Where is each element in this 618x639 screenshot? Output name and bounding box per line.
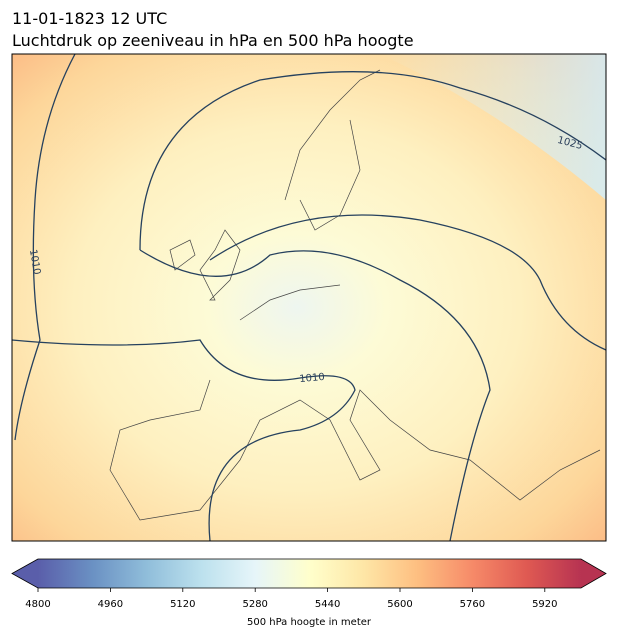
isobar xyxy=(12,339,356,541)
colorbar-tick-label: 4960 xyxy=(98,599,123,610)
isobar xyxy=(209,214,606,351)
colorbar-extend-high xyxy=(581,559,606,588)
map-frame xyxy=(11,53,607,542)
colorbar-tick-label: 5760 xyxy=(460,599,485,610)
colorbar-tick-label: 5120 xyxy=(170,599,195,610)
colorbar-label: 500 hPa hoogte in meter xyxy=(247,617,372,628)
colorbar-extend-low xyxy=(12,559,38,588)
height-field-ne xyxy=(380,54,606,200)
colorbar-outline xyxy=(11,558,607,589)
colorbar-tick-label: 5920 xyxy=(532,599,557,610)
isobar-label: 1010 xyxy=(27,249,42,276)
colorbar-tick-label: 5280 xyxy=(242,599,267,610)
isobar xyxy=(139,249,491,541)
height-field xyxy=(12,54,606,541)
date: 11-01-1823 12 UTC xyxy=(12,9,167,28)
colorbar xyxy=(38,559,581,588)
colorbar-tick-label: 4800 xyxy=(25,599,50,610)
colorbar-tick-label: 5440 xyxy=(315,599,340,610)
colorbar-tick-label: 5600 xyxy=(387,599,412,610)
title: Luchtdruk op zeeniveau in hPa en 500 hPa… xyxy=(12,31,414,50)
isobar xyxy=(139,71,606,251)
map: 1010 1025 1010 xyxy=(12,54,606,541)
isobar-label: 1010 xyxy=(299,372,325,385)
isobar xyxy=(14,54,76,441)
coastline xyxy=(109,69,601,521)
